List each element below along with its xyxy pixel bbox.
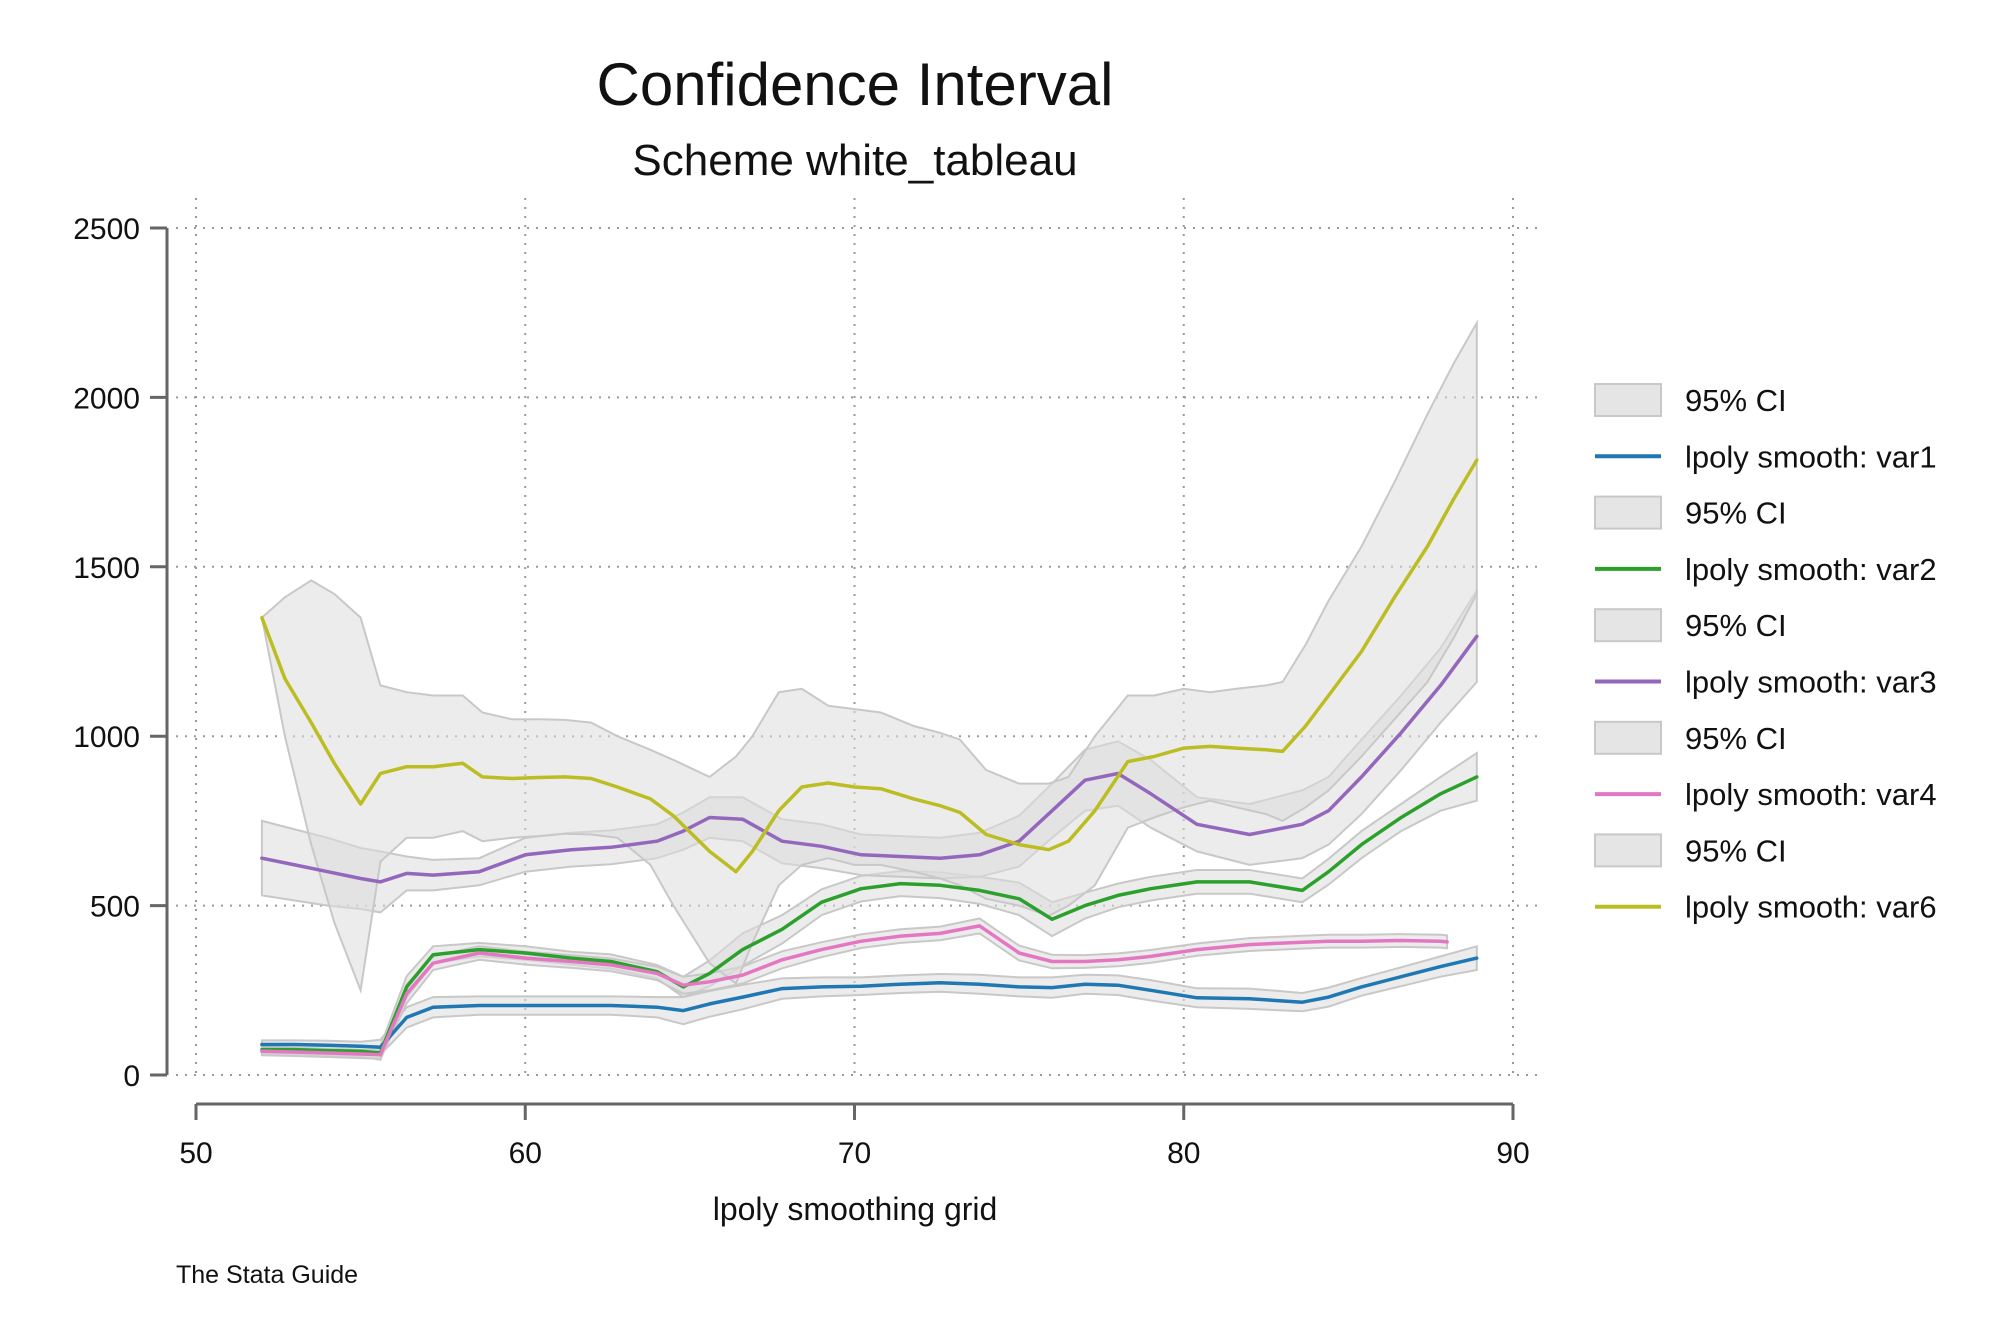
y-tick-label-1000: 1000: [73, 721, 140, 754]
legend-series-label-3: lpoly smooth: var3: [1685, 665, 1937, 700]
x-axis-ticks: 50 60 70 80 90: [179, 1104, 1530, 1170]
y-tick-label-2000: 2000: [73, 382, 140, 415]
legend-ci-swatch-2: [1594, 495, 1662, 530]
series-line-5: [260, 458, 1479, 874]
x-axis-title: lpoly smoothing grid: [713, 1191, 998, 1227]
grid: [176, 198, 1543, 1080]
x-tick-label-50: 50: [179, 1137, 212, 1170]
chart-subtitle: Scheme white_tableau: [632, 136, 1077, 185]
ci-band-4: [260, 917, 1449, 1060]
y-tick-label-2500: 2500: [73, 213, 140, 246]
legend-ci-swatch-4: [1594, 720, 1662, 755]
x-tick-label-60: 60: [509, 1137, 542, 1170]
y-tick-label-0: 0: [123, 1060, 140, 1093]
legend: 95% CI lpoly smooth: var1 95% CI lpoly smoo…: [1594, 383, 1937, 925]
legend-series-label-4: lpoly smooth: var4: [1685, 777, 1937, 812]
legend-ci-label-4: 95% CI: [1685, 721, 1787, 756]
x-tick-label-80: 80: [1167, 1137, 1200, 1170]
series-lines: [260, 458, 1479, 1057]
legend-series-label-5: lpoly smooth: var6: [1685, 890, 1937, 925]
series-line-2: [260, 775, 1479, 1055]
y-tick-label-1500: 1500: [73, 552, 140, 585]
legend-ci-label-5: 95% CI: [1685, 833, 1787, 868]
legend-ci-label-2: 95% CI: [1685, 496, 1787, 531]
x-tick-label-70: 70: [838, 1137, 871, 1170]
chart-note: The Stata Guide: [176, 1261, 358, 1289]
y-tick-label-500: 500: [90, 891, 140, 924]
legend-ci-swatch-1: [1594, 383, 1662, 417]
legend-ci-label-1: 95% CI: [1685, 383, 1787, 418]
y-axis-ticks: 0 500 1000 1500 2000 2500: [73, 213, 167, 1093]
legend-ci-swatch-5: [1594, 833, 1662, 868]
legend-ci-swatch-3: [1594, 608, 1662, 643]
legend-ci-label-3: 95% CI: [1685, 608, 1787, 643]
legend-series-label-2: lpoly smooth: var2: [1685, 552, 1937, 587]
legend-series-label-1: lpoly smooth: var1: [1685, 439, 1937, 474]
x-tick-label-90: 90: [1496, 1137, 1529, 1170]
confidence-bands: [260, 319, 1478, 1061]
series-line-3: [260, 634, 1479, 884]
chart-title: Confidence Interval: [597, 51, 1114, 118]
series-line-4: [260, 924, 1449, 1057]
series-line-1: [260, 956, 1479, 1049]
